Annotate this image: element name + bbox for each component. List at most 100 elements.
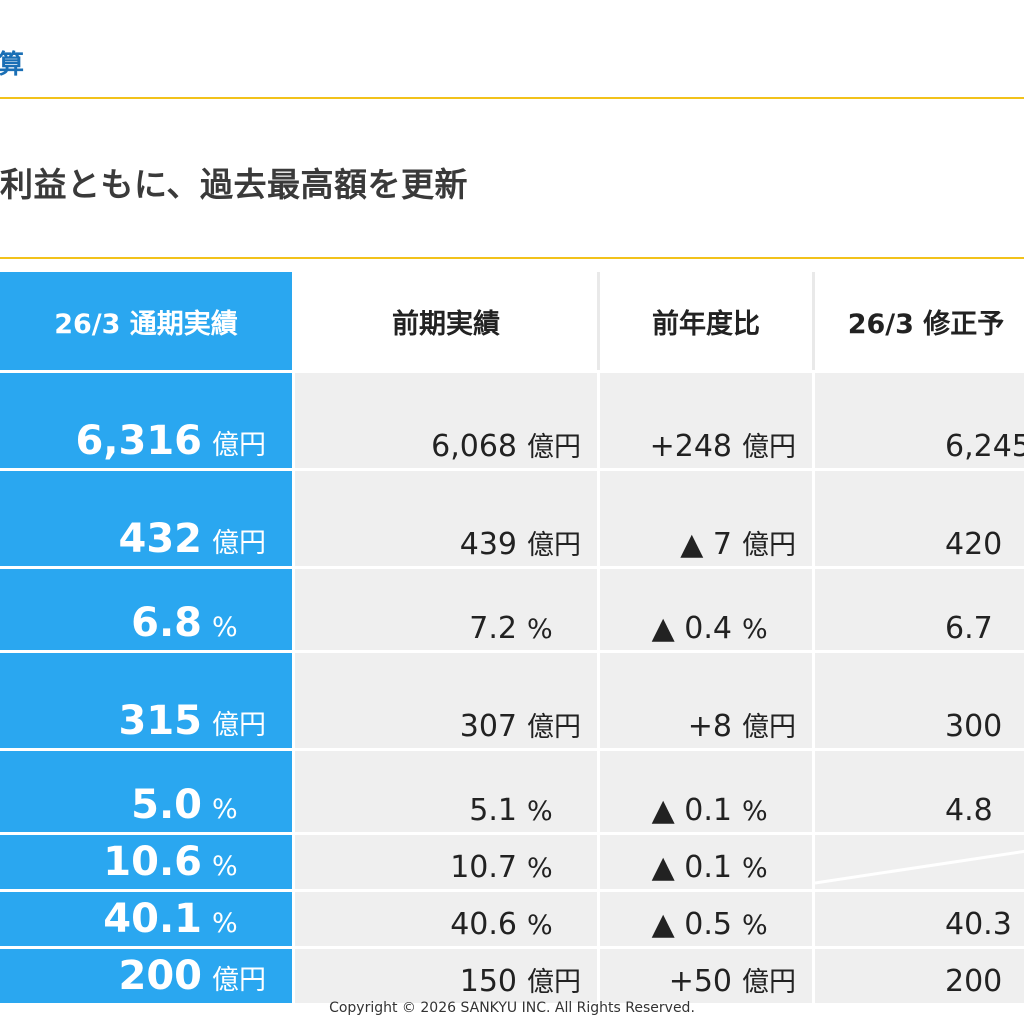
yoy-cell: ▲ 0.5%: [600, 889, 815, 946]
table-row: 40.1% 40.6% ▲ 0.5% 40.3: [0, 889, 1024, 946]
actual-cell: 10.6%: [0, 832, 295, 889]
yoy-cell-unit: %: [742, 910, 768, 941]
headline-divider: [0, 257, 1024, 259]
actual-cell-unit: 億円: [212, 710, 266, 741]
yoy-cell-unit: %: [742, 614, 768, 645]
previous-cell: 7.2%: [295, 566, 600, 650]
previous-cell-value: 6,068: [431, 429, 517, 464]
actual-cell-unit: 億円: [212, 528, 266, 559]
previous-cell-unit: %: [527, 796, 553, 827]
actual-cell: 6,316 億円: [0, 370, 295, 468]
actual-cell-value: 10.6: [103, 839, 202, 885]
yoy-cell: +50 億円: [600, 946, 815, 1003]
yoy-cell-value: +248: [649, 429, 732, 464]
forecast-cell-value: 40.3: [945, 907, 1012, 942]
actual-cell: 5.0%: [0, 748, 295, 832]
page-title: 算: [0, 50, 25, 80]
previous-cell-unit: 億円: [527, 530, 581, 561]
table-row: 315 億円 307 億円 +8 億円 300: [0, 650, 1024, 748]
actual-cell-unit: %: [212, 851, 238, 882]
actual-cell-unit: %: [212, 908, 238, 939]
forecast-cell: 40.3: [815, 889, 1024, 946]
yoy-cell-value: ▲ 0.1: [651, 850, 732, 885]
copyright-footer: Copyright © 2026 SANKYU INC. All Rights …: [329, 1000, 695, 1016]
actual-cell-unit: 億円: [212, 430, 266, 461]
table-row: 432 億円 439 億円 ▲ 7 億円 420: [0, 468, 1024, 566]
previous-cell-unit: 億円: [527, 432, 581, 463]
yoy-cell-value: ▲ 0.4: [651, 611, 732, 646]
previous-cell-value: 439: [459, 527, 517, 562]
yoy-cell-unit: 億円: [742, 530, 796, 561]
previous-cell: 150 億円: [295, 946, 600, 1003]
previous-cell: 10.7%: [295, 832, 600, 889]
forecast-cell: 4.8: [815, 748, 1024, 832]
actual-cell-value: 200: [118, 953, 203, 999]
yoy-cell-unit: 億円: [742, 712, 796, 743]
previous-cell-unit: %: [527, 853, 553, 884]
actual-cell-unit: %: [212, 612, 238, 643]
actual-cell-value: 432: [118, 516, 203, 562]
previous-cell: 40.6%: [295, 889, 600, 946]
yoy-cell-unit: %: [742, 853, 768, 884]
yoy-cell-value: ▲ 0.1: [651, 793, 732, 828]
actual-cell: 40.1%: [0, 889, 295, 946]
actual-cell-value: 6,316: [75, 418, 202, 464]
yoy-cell: ▲ 7 億円: [600, 468, 815, 566]
previous-cell-value: 10.7: [450, 850, 517, 885]
forecast-cell-value: 6.7: [945, 611, 993, 646]
previous-cell-value: 7.2: [469, 611, 517, 646]
headline: 利益ともに、過去最高額を更新: [0, 165, 469, 204]
slash-line: [815, 849, 1024, 885]
forecast-cell-value: 300: [945, 709, 1003, 744]
previous-cell-unit: 億円: [527, 712, 581, 743]
yoy-cell-unit: 億円: [742, 432, 796, 463]
previous-cell-unit: %: [527, 614, 553, 645]
actual-cell-value: 40.1: [103, 896, 202, 942]
yoy-cell: ▲ 0.1%: [600, 748, 815, 832]
previous-cell-value: 150: [459, 964, 517, 999]
previous-cell: 5.1%: [295, 748, 600, 832]
forecast-cell-value: 200: [945, 964, 1003, 999]
yoy-cell-unit: 億円: [742, 967, 796, 998]
yoy-cell: +248 億円: [600, 370, 815, 468]
forecast-cell: 6.7: [815, 566, 1024, 650]
previous-cell: 6,068 億円: [295, 370, 600, 468]
title-divider: [0, 97, 1024, 99]
actual-cell: 6.8%: [0, 566, 295, 650]
previous-cell-value: 5.1: [469, 793, 517, 828]
forecast-cell-value: 6,245: [945, 429, 1024, 464]
actual-cell: 200 億円: [0, 946, 295, 1003]
col-header-actual: 26/3 通期実績: [0, 272, 295, 370]
actual-cell: 315 億円: [0, 650, 295, 748]
previous-cell-value: 40.6: [450, 907, 517, 942]
yoy-cell-value: +8: [687, 709, 732, 744]
yoy-cell: +8 億円: [600, 650, 815, 748]
actual-cell: 432 億円: [0, 468, 295, 566]
yoy-cell-unit: %: [742, 796, 768, 827]
actual-cell-unit: 億円: [212, 965, 266, 996]
yoy-cell-value: ▲ 7: [680, 527, 732, 562]
yoy-cell: ▲ 0.4%: [600, 566, 815, 650]
results-table: 26/3 通期実績 前期実績 前年度比 26/3 修正予 6,316 億円 6,06…: [0, 272, 1024, 1003]
yoy-cell-value: +50: [668, 964, 732, 999]
col-header-previous: 前期実績: [295, 272, 600, 370]
actual-cell-value: 5.0: [131, 782, 202, 828]
previous-cell-unit: 億円: [527, 967, 581, 998]
previous-cell: 307 億円: [295, 650, 600, 748]
forecast-cell-empty: [815, 832, 1024, 889]
forecast-cell: 200: [815, 946, 1024, 1003]
table-row: 6,316 億円 6,068 億円 +248 億円 6,245: [0, 370, 1024, 468]
table-row: 200 億円 150 億円 +50 億円 200: [0, 946, 1024, 1003]
actual-cell-unit: %: [212, 794, 238, 825]
forecast-cell: 300: [815, 650, 1024, 748]
previous-cell-unit: %: [527, 910, 553, 941]
table-row: 6.8% 7.2% ▲ 0.4% 6.7: [0, 566, 1024, 650]
actual-cell-value: 6.8: [131, 600, 202, 646]
forecast-cell: 6,245: [815, 370, 1024, 468]
forecast-cell: 420: [815, 468, 1024, 566]
forecast-cell-value: 4.8: [945, 793, 993, 828]
previous-cell: 439 億円: [295, 468, 600, 566]
yoy-cell-value: ▲ 0.5: [651, 907, 732, 942]
yoy-cell: ▲ 0.1%: [600, 832, 815, 889]
previous-cell-value: 307: [459, 709, 517, 744]
